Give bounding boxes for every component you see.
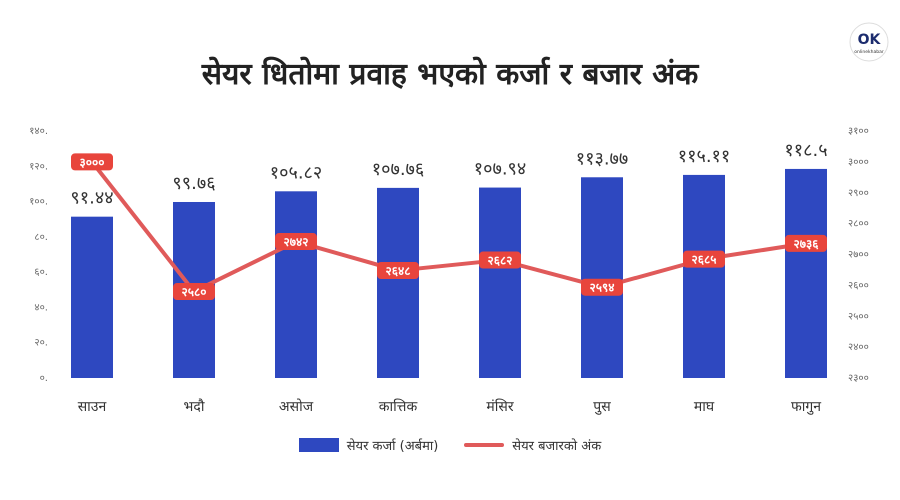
bar [581, 177, 623, 378]
line-value-label: २६८२ [488, 254, 513, 268]
line-label-box [581, 278, 623, 296]
right-tick-label: २६०० [848, 280, 869, 291]
x-tick-label: फागुन [791, 399, 821, 415]
x-tick-label: मंसिर [486, 398, 513, 415]
line-value-label: २७४२ [284, 235, 309, 249]
line-value-label: २६८५ [692, 253, 717, 267]
line-value-label: २६४८ [386, 264, 411, 278]
legend: सेयर कर्जा (अर्बमा) सेयर बजारको अंक [0, 436, 900, 454]
x-tick-label: पुस [593, 399, 611, 415]
right-tick-label: २४०० [848, 342, 869, 353]
x-tick-label: असोज [279, 398, 314, 415]
logo-text: OK [858, 32, 882, 48]
right-tick-label: ३१०० [848, 126, 869, 137]
legend-item-line: सेयर बजारको अंक [464, 436, 601, 454]
bar-value-label: ११८.५ [784, 140, 827, 161]
line-label-box [479, 251, 521, 269]
bar-value-label: १०७.९४ [474, 159, 527, 180]
left-tick-label: ०. [40, 373, 48, 384]
left-tick-label: १२०. [29, 161, 48, 172]
line-label-box [785, 234, 827, 252]
right-tick-label: ३००० [848, 157, 869, 168]
bar-value-label: ९९.७६ [172, 173, 215, 194]
legend-label-line: सेयर बजारको अंक [512, 439, 602, 454]
x-tick-label: माघ [694, 399, 715, 415]
line-value-label: २७३६ [794, 237, 820, 251]
bar-value-label: ११५.११ [678, 146, 731, 167]
bar-series [71, 168, 827, 378]
onlinekhabar-logo: OK onlinekhabar [849, 22, 889, 62]
bar-value-label: १०५.८२ [270, 162, 323, 183]
x-tick-label: कात्तिक [379, 398, 418, 415]
legend-item-bar: सेयर कर्जा (अर्बमा) [298, 436, 439, 454]
bar [71, 216, 113, 378]
bar [683, 174, 725, 378]
right-tick-label: २३०० [848, 373, 869, 384]
right-tick-label: २९०० [848, 188, 869, 199]
x-tick-label: साउन [78, 399, 107, 415]
bar [785, 168, 827, 378]
right-tick-label: २८०० [848, 219, 869, 230]
left-tick-label: ८०. [34, 232, 48, 243]
bar [275, 191, 317, 378]
bar-value-label: १०७.७६ [372, 159, 425, 180]
line-label-box [683, 250, 725, 268]
bar [377, 187, 419, 378]
legend-swatch-bar [298, 438, 339, 452]
x-tick-label: भदौ [184, 398, 205, 415]
left-tick-label: ६०. [34, 267, 48, 278]
legend-label-bar: सेयर कर्जा (अर्बमा) [346, 439, 439, 454]
chart-title: सेयर धितोमा प्रवाह भएको कर्जा र बजार अंक [201, 57, 699, 92]
right-tick-label: २७०० [848, 250, 869, 261]
line-label-box [377, 262, 419, 280]
line-value-labels: ३००० २५८० २७४२ २६४८ २६८२ २५९४ २६८५ २७३६ [71, 153, 827, 301]
logo-subtext: onlinekhabar [854, 49, 884, 55]
x-axis: साउन भदौ असोज कात्तिक मंसिर पुस माघ फागुन [78, 398, 822, 415]
left-tick-label: १४०. [29, 126, 48, 137]
line-value-label: ३००० [80, 155, 105, 169]
right-tick-label: २५०० [848, 311, 869, 322]
line-label-box [173, 283, 215, 301]
left-axis: ०. २०. ४०. ६०. ८०. १००. १२०. १४०. [29, 126, 48, 384]
bar [479, 187, 521, 378]
line-label-box [71, 153, 113, 171]
bar-value-label: ११३.७७ [576, 148, 629, 169]
right-axis: २३०० २४०० २५०० २६०० २७०० २८०० २९०० ३००० ३१०० [848, 126, 869, 384]
left-tick-label: १००. [29, 197, 48, 208]
left-tick-label: ४०. [34, 302, 48, 313]
left-tick-label: २०. [34, 338, 48, 349]
line-label-box [275, 233, 317, 251]
bar-value-labels: ९१.४४ ९९.७६ १०५.८२ १०७.७६ १०७.९४ ११३.७७ ११५.११… [70, 140, 827, 209]
line-value-label: २५८० [182, 285, 207, 299]
legend-swatch-line [464, 443, 505, 447]
bar-value-label: ९१.४४ [70, 188, 113, 209]
line-value-label: २५९४ [590, 281, 615, 295]
